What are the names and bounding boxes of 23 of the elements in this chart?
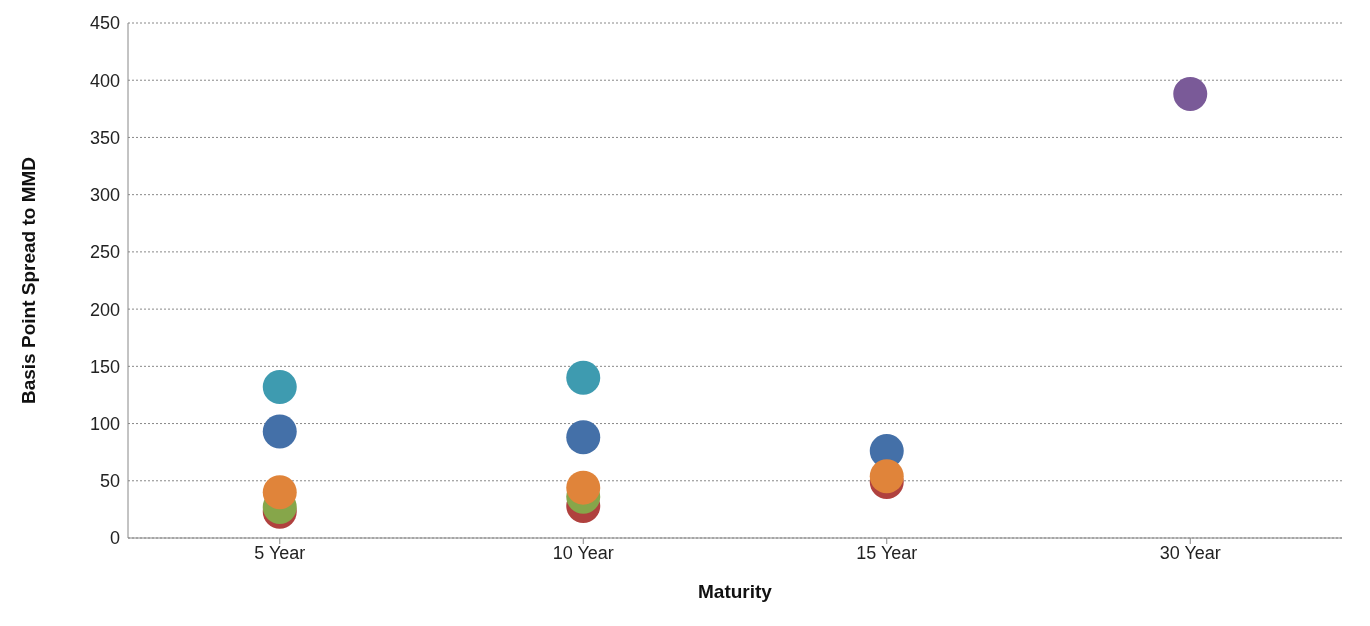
x-tick-label: 15 Year — [856, 542, 918, 563]
y-tick-label: 400 — [89, 70, 120, 91]
point — [262, 414, 297, 449]
point — [262, 475, 297, 510]
x-axis-title: Maturity — [698, 581, 773, 602]
point — [566, 420, 601, 455]
point — [566, 360, 601, 395]
point — [1173, 76, 1208, 111]
y-tick-label: 150 — [89, 356, 120, 377]
y-tick-label: 350 — [89, 127, 120, 148]
y-tick-label: 50 — [99, 471, 120, 492]
y-axis-title: Basis Point Spread to MMD — [17, 156, 39, 405]
y-tick-label: 450 — [89, 13, 120, 34]
x-tick-label: 5 Year — [254, 542, 306, 563]
y-tick-label: 100 — [89, 413, 120, 434]
x-tick-label: 30 Year — [1159, 542, 1221, 563]
y-tick-label: 300 — [89, 185, 120, 206]
y-tick-label: 200 — [89, 299, 120, 320]
x-tick-label: 10 Year — [552, 542, 614, 563]
y-tick-label: 0 — [109, 528, 120, 549]
y-tick-label: 250 — [89, 242, 120, 263]
point — [262, 369, 297, 404]
point — [566, 470, 601, 505]
